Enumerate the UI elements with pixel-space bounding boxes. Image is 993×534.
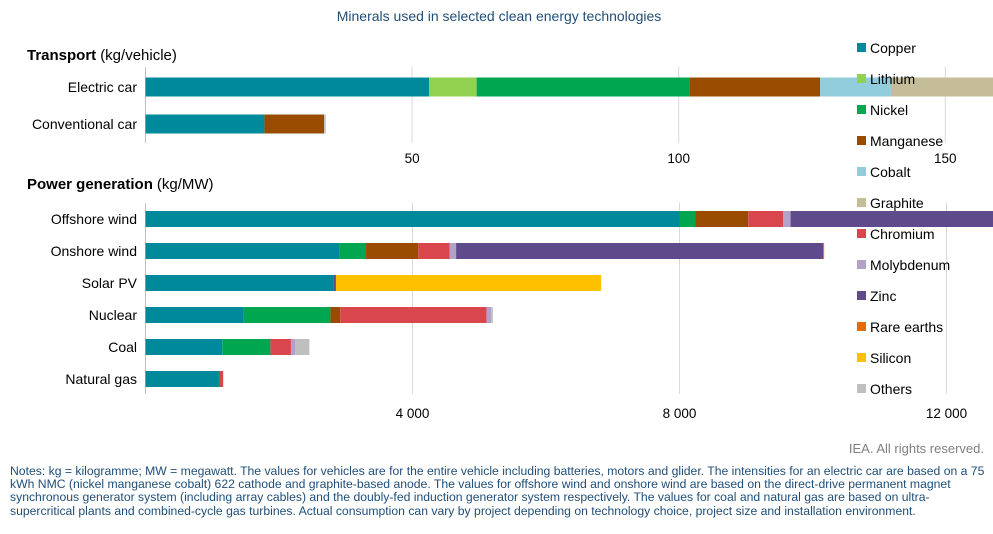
bar-nuclear-copper	[145, 307, 244, 323]
bar-coal-copper	[145, 339, 223, 355]
bar-electric-car-manganese	[689, 77, 820, 97]
legend-swatch-graphite	[857, 198, 866, 207]
bar-coal-molybdenum	[290, 339, 296, 355]
bar-conventional-car-manganese	[264, 114, 325, 134]
transport-category-label: Conventional car	[32, 116, 137, 132]
legend-label-manganese: Manganese	[870, 133, 943, 149]
bar-offshore-wind-copper	[145, 211, 680, 227]
transport-x-tick-label: 100	[667, 151, 690, 166]
bar-electric-car-lithium	[429, 77, 477, 97]
bar-solar-pv-silicon	[335, 275, 602, 291]
legend-label-molybdenum: Molybdenum	[870, 257, 950, 273]
transport-x-tick-label: 150	[934, 151, 957, 166]
bar-nuclear-molybdenum	[486, 307, 492, 323]
legend-swatch-nickel	[857, 105, 866, 114]
legend-swatch-chromium	[857, 229, 866, 238]
power-heading: Power generation (kg/MW)	[27, 176, 214, 193]
power-category-label: Coal	[108, 339, 137, 355]
bar-offshore-wind-zinc	[790, 211, 993, 227]
rights-notice: IEA. All rights reserved.	[848, 441, 984, 456]
transport-section-title: Transport	[27, 47, 96, 64]
legend-label-chromium: Chromium	[870, 226, 935, 242]
legend-swatch-molybdenum	[857, 260, 866, 269]
power-category-label: Offshore wind	[51, 211, 137, 227]
power-category-label: Nuclear	[89, 307, 138, 323]
chart: Minerals used in selected clean energy t…	[27, 8, 993, 421]
power-category-label: Onshore wind	[51, 243, 137, 259]
bar-electric-car-cobalt	[819, 77, 891, 97]
legend-swatch-copper	[857, 43, 866, 52]
legend-label-silicon: Silicon	[870, 350, 911, 366]
bar-natural-gas-copper	[145, 371, 219, 387]
bar-offshore-wind-molybdenum	[783, 211, 791, 227]
bar-onshore-wind-zinc	[456, 243, 824, 259]
bar-nuclear-nickel	[243, 307, 331, 323]
bar-nuclear-manganese	[330, 307, 341, 323]
bar-offshore-wind-manganese	[695, 211, 749, 227]
bar-nuclear-others	[491, 307, 493, 323]
bar-onshore-wind-copper	[145, 243, 340, 259]
bar-nuclear-chromium	[340, 307, 487, 323]
legend-swatch-cobalt	[857, 167, 866, 176]
bar-onshore-wind-nickel	[339, 243, 367, 259]
legend-label-copper: Copper	[870, 40, 916, 56]
legend-label-nickel: Nickel	[870, 102, 908, 118]
power-unit: (kg/MW)	[157, 176, 214, 193]
transport-x-tick-label: 50	[405, 151, 420, 166]
power-section-title: Power generation	[27, 176, 153, 193]
bar-conventional-car-others	[324, 114, 326, 134]
power-x-tick-label: 12 000	[926, 406, 967, 421]
transport-unit: (kg/vehicle)	[100, 47, 177, 64]
legend-label-zinc: Zinc	[870, 288, 896, 304]
bar-coal-others	[295, 339, 310, 355]
legend-swatch-lithium	[857, 74, 866, 83]
bar-offshore-wind-chromium	[748, 211, 784, 227]
power-category-label: Solar PV	[82, 275, 138, 291]
bar-solar-pv-zinc	[333, 275, 336, 291]
bar-electric-car-nickel	[476, 77, 690, 97]
bar-natural-gas-chromium	[219, 371, 224, 387]
bar-onshore-wind-chromium	[418, 243, 450, 259]
legend: Copper Lithium Nickel Manganese Cobalt Graphi…	[857, 40, 950, 397]
legend-label-rare-earths: Rare earths	[870, 319, 943, 335]
bar-offshore-wind-nickel	[679, 211, 696, 227]
notes: Notes: kg = kilogramme; MW = megawatt. T…	[10, 465, 985, 518]
legend-label-lithium: Lithium	[870, 71, 915, 87]
chart-title: Minerals used in selected clean energy t…	[337, 8, 662, 24]
bar-onshore-wind-manganese	[366, 243, 419, 259]
legend-label-cobalt: Cobalt	[870, 164, 911, 180]
legend-swatch-silicon	[857, 353, 866, 362]
bar-solar-pv-copper	[145, 275, 334, 291]
legend-swatch-manganese	[857, 136, 866, 145]
legend-label-graphite: Graphite	[870, 195, 924, 211]
legend-swatch-zinc	[857, 291, 866, 300]
transport-heading: Transport (kg/vehicle)	[27, 47, 177, 64]
bar-coal-chromium	[270, 339, 291, 355]
legend-swatch-rare-earths	[857, 322, 866, 331]
transport-category-label: Electric car	[68, 79, 138, 95]
legend-swatch-others	[857, 384, 866, 393]
bar-natural-gas-nickel	[218, 371, 220, 387]
bar-onshore-wind-rare-earths	[823, 243, 825, 259]
bar-onshore-wind-molybdenum	[449, 243, 457, 259]
bar-coal-nickel	[222, 339, 271, 355]
bar-electric-car-graphite	[890, 77, 993, 97]
bar-electric-car-copper	[145, 77, 430, 97]
bar-conventional-car-copper	[145, 114, 265, 134]
power-x-tick-label: 4 000	[396, 406, 430, 421]
power-category-label: Natural gas	[65, 371, 137, 387]
legend-label-others: Others	[870, 381, 912, 397]
power-x-tick-label: 8 000	[663, 406, 697, 421]
